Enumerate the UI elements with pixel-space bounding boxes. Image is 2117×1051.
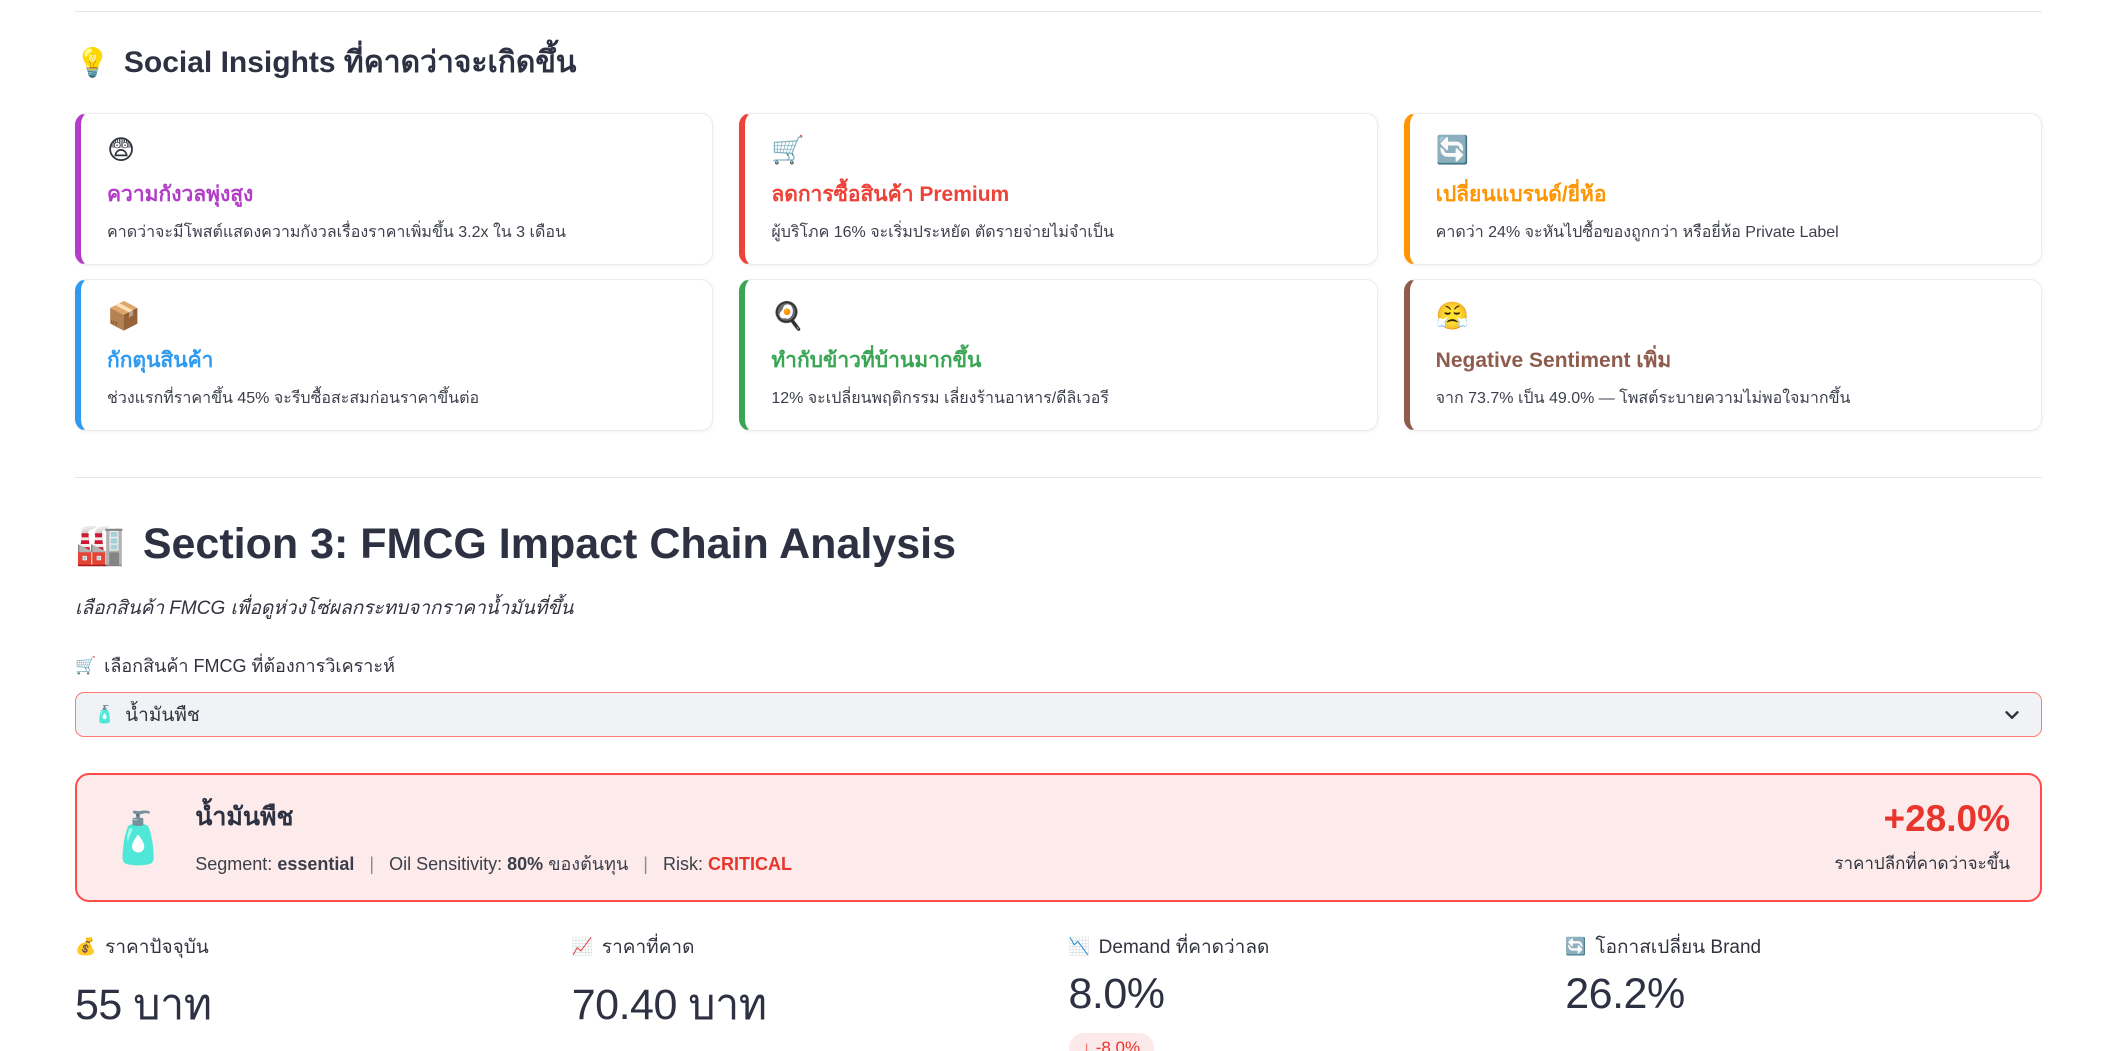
arrows-cycle-icon: 🔄 bbox=[1435, 135, 1470, 165]
segment-value: essential bbox=[277, 854, 355, 874]
product-title: น้ำมันพืช bbox=[195, 803, 294, 831]
segment-label: Segment: bbox=[195, 854, 273, 874]
insight-card-anxiety: 😨 ความกังวลพุ่งสูง คาดว่าจะมีโพสต์แสดงคว… bbox=[75, 113, 714, 265]
risk-value: CRITICAL bbox=[708, 854, 792, 874]
metric-value: 26.2% bbox=[1565, 970, 1685, 1018]
meta-separator: | bbox=[643, 854, 648, 874]
insight-card-negative-sentiment: 😤 Negative Sentiment เพิ่ม จาก 73.7% เป็… bbox=[1403, 279, 2042, 431]
metric-demand-drop: 📉 Demand ที่คาดว่าลด 8.0% ↓ -8.0% bbox=[1068, 932, 1546, 1051]
lightbulb-icon: 💡 bbox=[75, 47, 110, 78]
insight-card-desc: 12% จะเปลี่ยนพฤติกรรม เลี่ยงร้านอาหาร/ดี… bbox=[771, 390, 1109, 408]
insight-card-hoarding: 📦 กักตุนสินค้า ช่วงแรกที่ราคาขึ้น 45% จะ… bbox=[75, 279, 714, 431]
product-impact-card: 🧴 น้ำมันพืช Segment: essential | Oil Sen… bbox=[75, 773, 2042, 902]
insight-card-desc: จาก 73.7% เป็น 49.0% — โพสต์ระบายความไม่… bbox=[1435, 390, 1851, 408]
chart-decreasing-icon: 📉 bbox=[1068, 937, 1090, 956]
price-change-caption: ราคาปลีกที่คาดว่าจะขึ้น bbox=[1834, 854, 2010, 873]
oil-sensitivity-label: Oil Sensitivity: bbox=[389, 854, 503, 874]
oil-sensitivity-suffix: ของต้นทุน bbox=[548, 854, 629, 874]
cart-icon: 🛒 bbox=[75, 655, 97, 675]
section-divider bbox=[75, 477, 2042, 478]
bottle-icon: 🧴 bbox=[94, 704, 116, 724]
chevron-down-icon bbox=[2005, 710, 2019, 719]
insight-card-desc: คาดว่าจะมีโพสต์แสดงความกังวลเรื่องราคาเพ… bbox=[107, 224, 566, 242]
product-select[interactable]: 🧴 น้ำมันพืช bbox=[75, 692, 2042, 737]
product-meta: Segment: essential | Oil Sensitivity: 80… bbox=[195, 849, 792, 878]
metric-delta-badge: ↓ -8.0% bbox=[1068, 1033, 1155, 1051]
social-insights-header: 💡 Social Insights ที่คาดว่าจะเกิดขึ้น bbox=[75, 39, 2042, 86]
insight-card-title: ทำกับข้าวที่บ้านมากขึ้น bbox=[771, 349, 982, 373]
insight-card-title: Negative Sentiment เพิ่ม bbox=[1435, 349, 1672, 373]
meta-separator: | bbox=[369, 854, 375, 874]
insight-card-title: กักตุนสินค้า bbox=[107, 349, 214, 373]
metric-label-text: ราคาที่คาด bbox=[601, 937, 695, 958]
product-select-label-text: เลือกสินค้า FMCG ที่ต้องการวิเคราะห์ bbox=[104, 656, 395, 676]
insight-card-brand-switch: 🔄 เปลี่ยนแบรนด์/ยี่ห้อ คาดว่า 24% จะหันไ… bbox=[1403, 113, 2042, 265]
package-icon: 📦 bbox=[107, 301, 141, 331]
metric-current-price: 💰 ราคาปัจจุบัน 55 บาท bbox=[75, 932, 552, 1051]
page: 💡 Social Insights ที่คาดว่าจะเกิดขึ้น 😨 … bbox=[0, 11, 2117, 1051]
metric-value: 8.0% bbox=[1068, 970, 1166, 1018]
section3-caption: เลือกสินค้า FMCG เพื่อดูห่วงโซ่ผลกระทบจา… bbox=[75, 598, 574, 619]
money-bag-icon: 💰 bbox=[75, 937, 97, 956]
insight-cards-grid: 😨 ความกังวลพุ่งสูง คาดว่าจะมีโพสต์แสดงคว… bbox=[75, 113, 2042, 431]
insight-card-title: ลดการซื้อสินค้า Premium bbox=[771, 183, 1010, 207]
insight-card-title: ความกังวลพุ่งสูง bbox=[107, 183, 254, 207]
metrics-row: 💰 ราคาปัจจุบัน 55 บาท 📈 ราคาที่คาด 70.40… bbox=[75, 932, 2042, 1051]
insight-card-desc: ช่วงแรกที่ราคาขึ้น 45% จะรีบซื้อสะสมก่อน… bbox=[107, 390, 480, 408]
insight-card-premium-cut: 🛒 ลดการซื้อสินค้า Premium ผู้บริโภค 16% … bbox=[739, 113, 1378, 265]
factory-icon: 🏭 bbox=[75, 523, 125, 567]
metric-expected-price: 📈 ราคาที่คาด 70.40 บาท ↑ +15.40 บาท bbox=[572, 932, 1049, 1051]
bottle-icon-large: 🧴 bbox=[107, 809, 170, 866]
top-divider bbox=[75, 11, 2042, 12]
metric-value: 55 บาท bbox=[75, 981, 212, 1029]
shopping-cart-icon: 🛒 bbox=[771, 135, 805, 165]
insight-card-home-cooking: 🍳 ทำกับข้าวที่บ้านมากขึ้น 12% จะเปลี่ยนพ… bbox=[739, 279, 1378, 431]
metric-label-text: ราคาปัจจุบัน bbox=[105, 937, 209, 958]
oil-sensitivity-value: 80% bbox=[507, 854, 544, 874]
product-select-value: น้ำมันพืช bbox=[125, 704, 200, 726]
section3-title: Section 3: FMCG Impact Chain Analysis bbox=[142, 520, 956, 568]
metric-value: 70.40 บาท bbox=[571, 981, 767, 1029]
metric-label-text: โอกาสเปลี่ยน Brand bbox=[1595, 937, 1762, 958]
brand-switch-icon: 🔄 bbox=[1565, 937, 1587, 956]
frying-pan-icon: 🍳 bbox=[771, 301, 805, 331]
insight-card-desc: ผู้บริโภค 16% จะเริ่มประหยัด ตัดรายจ่ายไ… bbox=[771, 224, 1114, 242]
risk-label: Risk: bbox=[662, 854, 703, 874]
fearful-face-icon: 😨 bbox=[107, 135, 136, 165]
section3-header: 🏭 Section 3: FMCG Impact Chain Analysis bbox=[75, 520, 2042, 569]
insight-card-title: เปลี่ยนแบรนด์/ยี่ห้อ bbox=[1435, 183, 1607, 207]
social-insights-title: Social Insights ที่คาดว่าจะเกิดขึ้น bbox=[123, 46, 577, 79]
steam-nose-face-icon: 😤 bbox=[1435, 301, 1470, 331]
price-change-value: +28.0% bbox=[1883, 798, 2010, 839]
metric-label-text: Demand ที่คาดว่าลด bbox=[1098, 937, 1270, 958]
metric-brand-switch-chance: 🔄 โอกาสเปลี่ยน Brand 26.2% bbox=[1565, 932, 2042, 1051]
insight-card-desc: คาดว่า 24% จะหันไปซื้อของถูกกว่า หรือยี่… bbox=[1435, 224, 1839, 242]
chart-increasing-icon: 📈 bbox=[571, 937, 593, 956]
product-select-label: 🛒 เลือกสินค้า FMCG ที่ต้องการวิเคราะห์ bbox=[75, 651, 2042, 680]
